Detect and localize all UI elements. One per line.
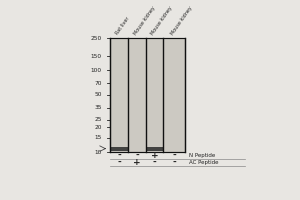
Bar — [146, 147, 163, 151]
Text: N Peptide: N Peptide — [189, 153, 215, 158]
Text: 15: 15 — [94, 135, 102, 140]
Text: 100: 100 — [91, 68, 102, 73]
Text: Mouse kidney: Mouse kidney — [150, 5, 174, 36]
Bar — [110, 147, 127, 151]
Text: 35: 35 — [94, 105, 102, 110]
Text: -: - — [135, 151, 139, 160]
Text: 150: 150 — [91, 54, 102, 59]
Text: Mouse kidney: Mouse kidney — [170, 5, 194, 36]
Text: 70: 70 — [94, 81, 102, 86]
Text: 25: 25 — [94, 117, 102, 122]
Text: 250: 250 — [91, 36, 102, 40]
Bar — [110, 38, 185, 152]
Text: 20: 20 — [94, 125, 102, 130]
Text: Rat liver: Rat liver — [115, 16, 131, 36]
Text: AC Peptide: AC Peptide — [189, 160, 218, 165]
Text: -: - — [153, 158, 156, 167]
Text: +: + — [133, 158, 141, 167]
Text: -: - — [117, 158, 121, 167]
Text: +: + — [151, 151, 158, 160]
Text: -: - — [172, 151, 176, 160]
Text: 10: 10 — [94, 150, 102, 154]
Text: 50: 50 — [94, 92, 102, 98]
Text: -: - — [172, 158, 176, 167]
Text: -: - — [117, 151, 121, 160]
Text: Mouse kidney: Mouse kidney — [133, 5, 156, 36]
